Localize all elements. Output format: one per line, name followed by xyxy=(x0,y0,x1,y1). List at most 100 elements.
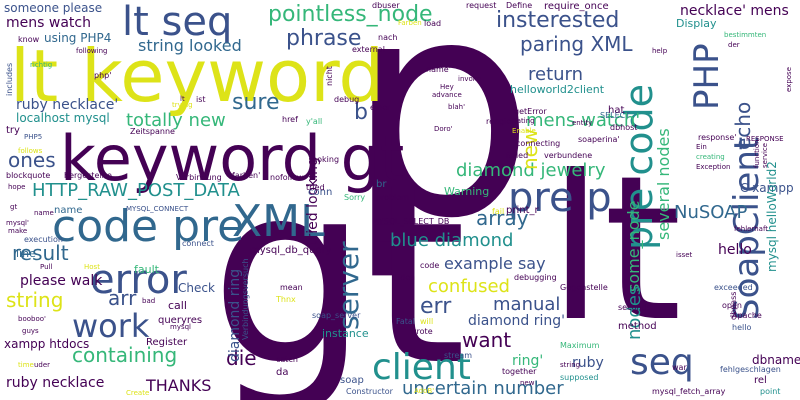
word-seq: seq xyxy=(630,342,694,383)
word-response: RESPONSE xyxy=(746,135,784,143)
word-name-small: name xyxy=(34,209,54,217)
word-check: Check xyxy=(178,281,215,295)
word-blockquote: blockquote xyxy=(6,171,51,180)
word-open: open xyxy=(722,301,742,310)
word-soaperina-q: soaperina' xyxy=(578,135,620,144)
word-result: result xyxy=(12,241,69,265)
word-hergestellte: hergestellte xyxy=(64,171,112,180)
word-dbpass: dbpass xyxy=(729,291,738,320)
word-using-php4: using PHP4 xyxy=(44,31,112,45)
word-php-q: php' xyxy=(94,71,112,80)
word-failed: failed xyxy=(506,151,529,160)
word-hey: Hey xyxy=(440,83,454,91)
word-exception: Exception xyxy=(696,163,731,171)
word-dbhost: dbhost xyxy=(610,123,638,132)
word-example-say: example say xyxy=(444,254,546,273)
word-some-node: some_node xyxy=(624,200,643,292)
word-work: work xyxy=(72,307,150,345)
word-mysql: mysql xyxy=(170,323,191,331)
word-invoke: invoke xyxy=(458,75,481,83)
word-advance: advance xyxy=(432,91,462,99)
word-guys: guys xyxy=(22,327,39,335)
word-dbuser: dbuser xyxy=(372,1,400,10)
word-time: time xyxy=(18,361,34,369)
word-mysql-connect: MYSQL_CONNECT xyxy=(126,205,189,213)
word-bestimmten: bestimmten xyxy=(724,31,767,39)
word-return: return xyxy=(528,64,584,85)
word-hope: hope xyxy=(8,183,26,191)
word-string: string xyxy=(6,288,64,312)
word-client: client xyxy=(372,347,471,388)
word-select: SELECT xyxy=(600,111,631,120)
word-want: want xyxy=(462,328,512,352)
word-fail: fail xyxy=(492,207,505,216)
word-mens-watch-q: mens watch' xyxy=(526,110,641,131)
word-ruby-necklace: ruby necklace xyxy=(6,375,105,391)
word-hat: hat xyxy=(608,105,625,116)
word-lt-small: lt xyxy=(180,95,185,103)
word-containing: containing xyxy=(72,343,178,367)
word-maximum: Maximum xyxy=(560,341,600,350)
word-nach: nach xyxy=(378,33,398,42)
word-line: line xyxy=(16,247,36,260)
word-lt: lt xyxy=(548,133,682,366)
word-new-small: new xyxy=(520,379,535,387)
word-isset: isset xyxy=(676,251,693,259)
word-pointless-node: pointless_node xyxy=(268,2,433,27)
word-thanks: THANKS xyxy=(146,376,212,395)
word-tried: tried xyxy=(306,183,325,192)
word-farben: Farben xyxy=(398,19,422,27)
word-phrase: phrase xyxy=(286,26,362,51)
word-paring-xml: paring XML xyxy=(520,32,633,56)
word-warning: Warning xyxy=(444,185,490,198)
word-string-looked: string looked xyxy=(138,36,242,55)
word-point: point xyxy=(760,387,781,396)
word-error: error xyxy=(90,257,187,303)
word-several-nodes: several nodes xyxy=(654,128,673,240)
word-mean: mean xyxy=(280,283,303,292)
word-connecting: connecting xyxy=(516,139,561,148)
word-fault: fault xyxy=(134,263,159,276)
word-xampp-htdocs: xampp htdocs xyxy=(4,337,90,351)
word-soap-server: soap_server xyxy=(312,311,361,320)
word-function: function xyxy=(753,139,761,168)
word-array: array xyxy=(476,206,529,230)
word-geterror: getError xyxy=(514,107,547,116)
word-ein: Ein xyxy=(696,143,707,151)
word-http-raw-post-data: HTTP_RAW_POST_DATA xyxy=(32,180,240,201)
word-dbname: dbname xyxy=(752,353,800,367)
word-confused: confused xyxy=(428,276,510,297)
word-war: war xyxy=(672,363,687,372)
word-mysql-q: mysql' xyxy=(6,219,29,227)
word-xml: XML xyxy=(232,196,325,247)
word-supposed: supposed xyxy=(560,373,599,382)
word-wrote: wrote xyxy=(410,327,433,336)
word-string-small: string xyxy=(560,361,581,369)
word-register: Register xyxy=(146,337,188,348)
word-load: load xyxy=(424,19,442,28)
word-require-once: require_once xyxy=(544,1,609,12)
word-instance: instance xyxy=(322,327,369,340)
word-reagiert: reagiert xyxy=(486,117,518,126)
word-lt-keyword: lt keyword xyxy=(10,34,385,118)
word-adob-q: AdoB' xyxy=(414,387,435,395)
word-method: method xyxy=(618,321,657,332)
word-manual: manual xyxy=(493,294,561,315)
word-farben-q: farben' xyxy=(232,171,261,180)
word-ist: ist xyxy=(196,95,206,104)
word-pull: Pull xyxy=(40,263,53,271)
word-err: err xyxy=(420,294,452,319)
word-verbundene: verbundene xyxy=(544,151,593,160)
word-creating: creating xyxy=(696,153,725,161)
word-problem: problem xyxy=(376,193,410,202)
word-der: der xyxy=(728,41,740,49)
word-looking: looking xyxy=(310,155,340,164)
word-idea: idea xyxy=(398,273,416,282)
word-hello-2: hello xyxy=(732,323,752,332)
word-helloworld2client: helloworld2client xyxy=(510,83,605,96)
word-trying: trying xyxy=(172,101,193,109)
word-make: make xyxy=(8,227,28,235)
word-will: will xyxy=(420,317,434,326)
word-diamond-jewelry: diamond jewelry xyxy=(456,160,606,181)
word-bad: bad xyxy=(142,297,156,305)
